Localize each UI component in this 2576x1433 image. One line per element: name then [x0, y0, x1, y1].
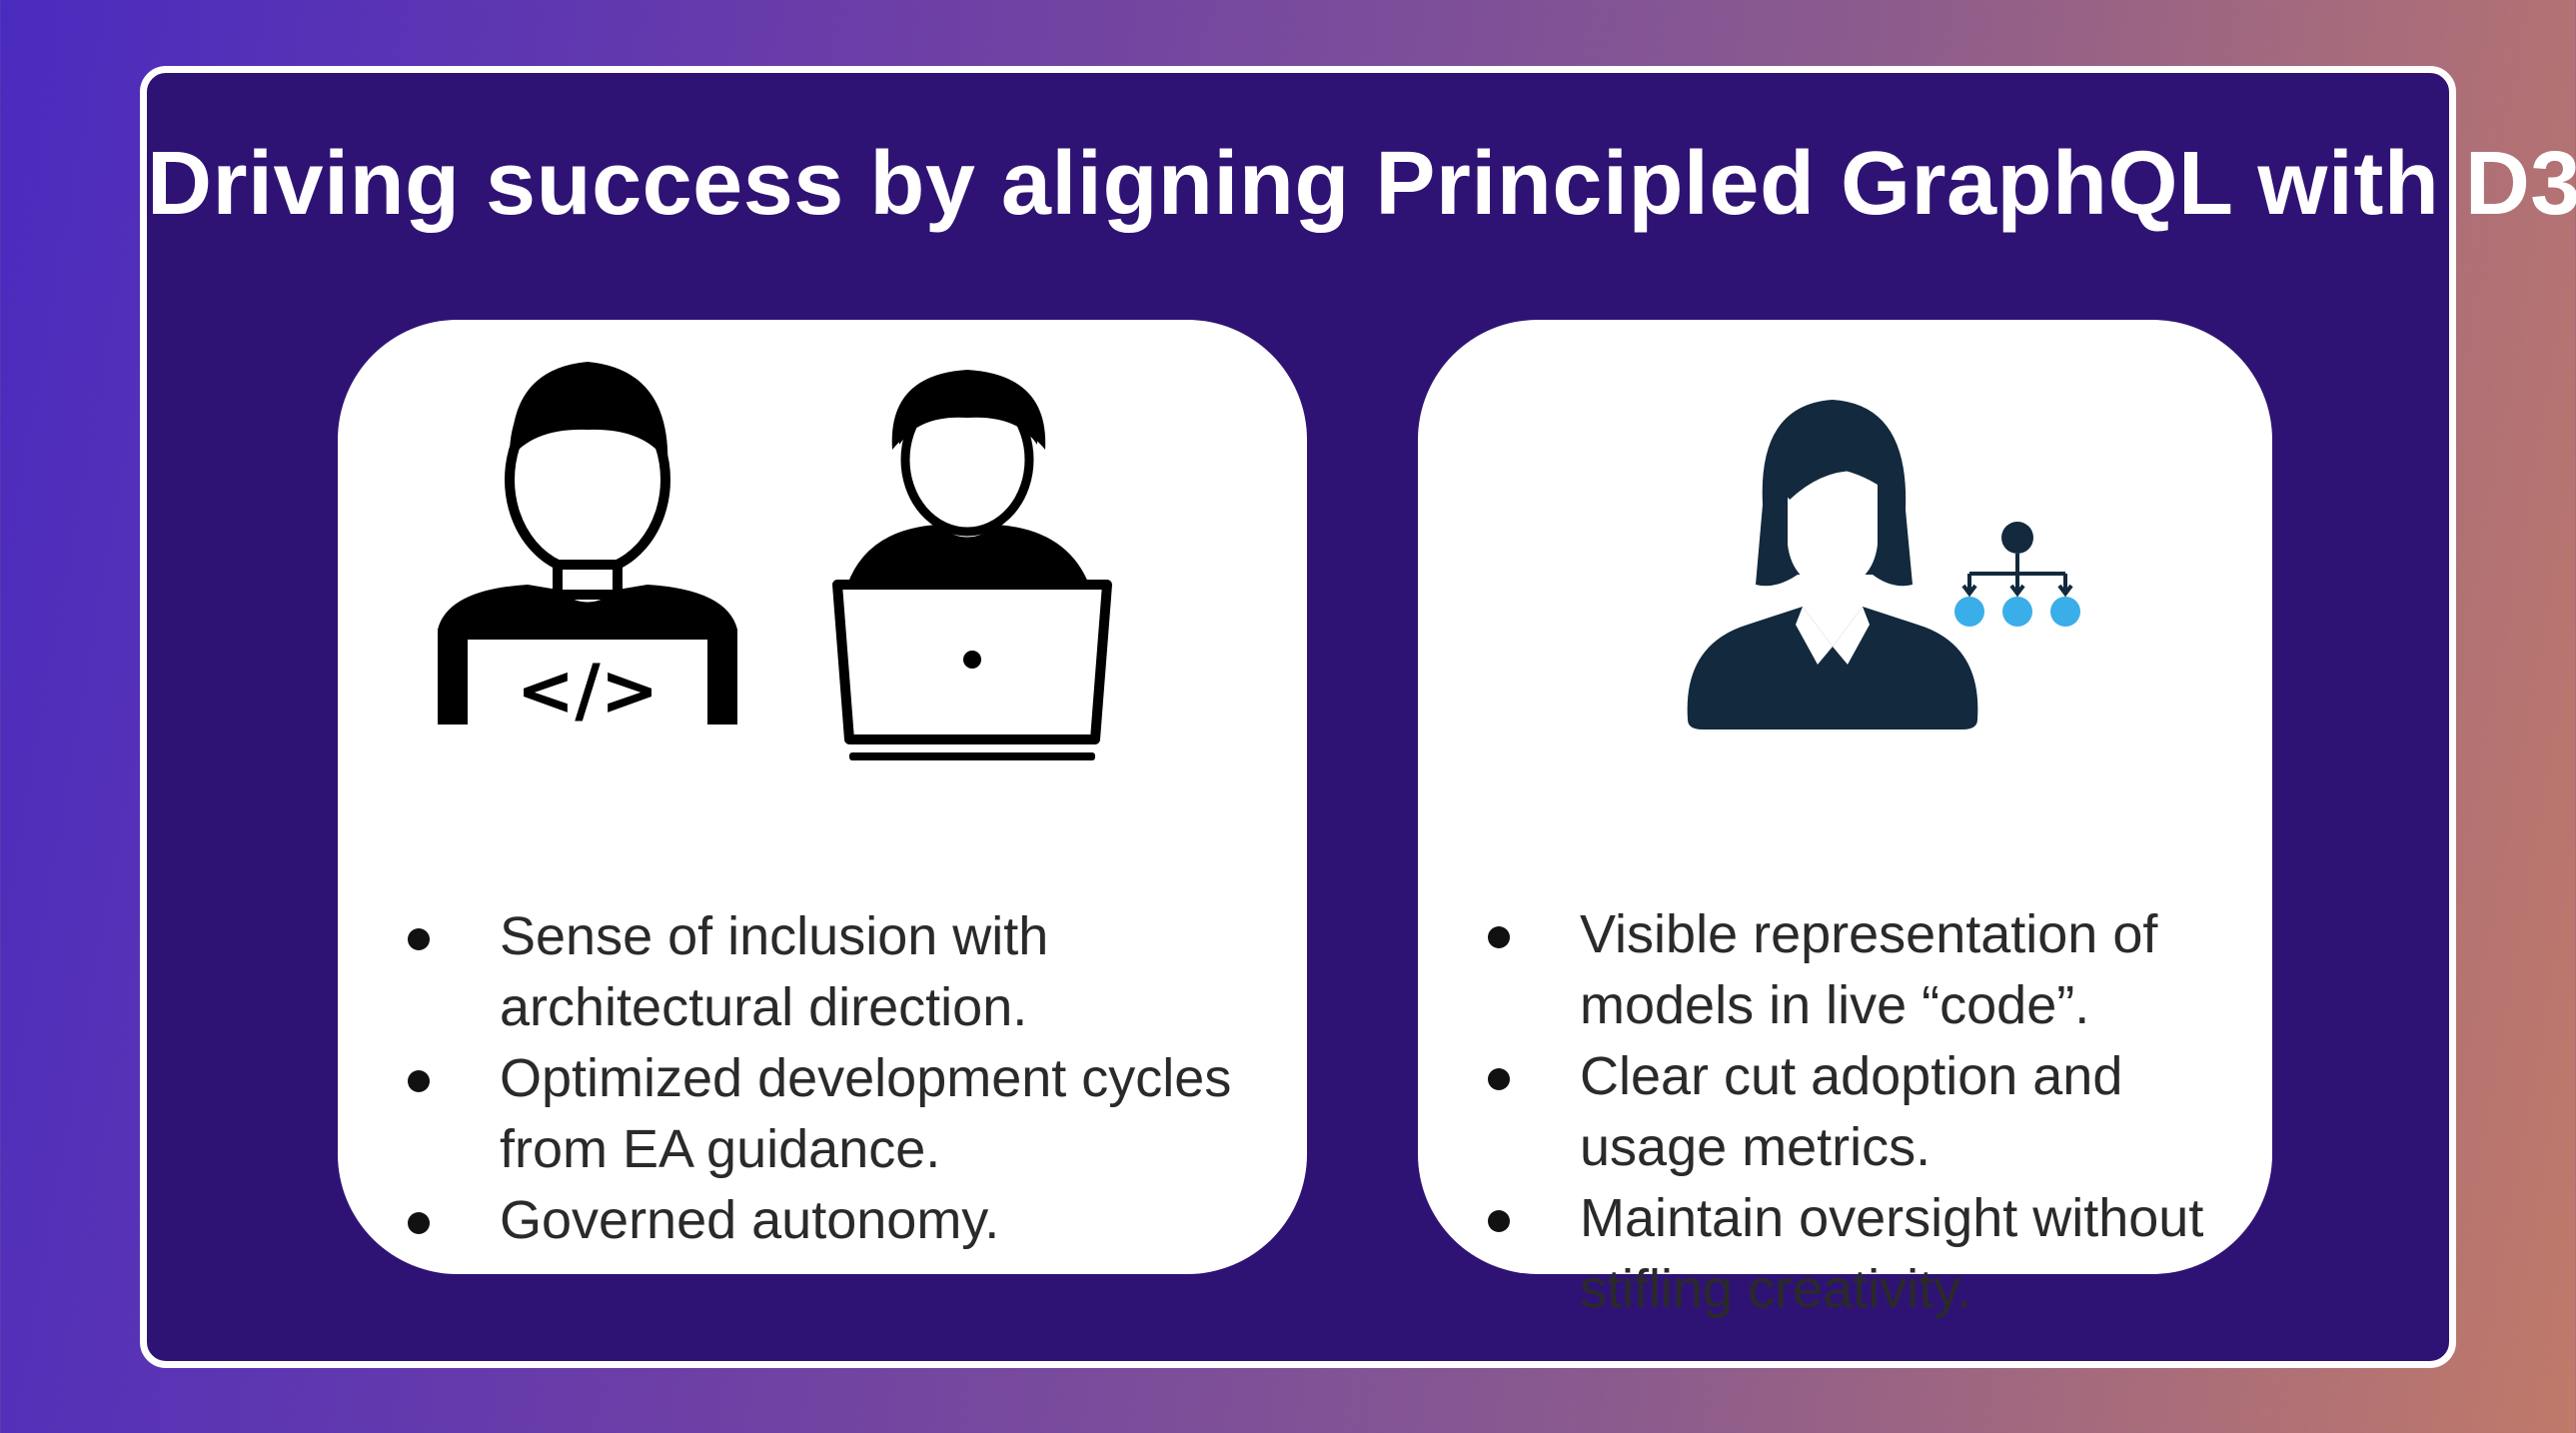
- list-item: Clear cut adoption and usage metrics.: [1488, 1041, 2267, 1183]
- bullet-dot-icon: [1488, 926, 1510, 948]
- bullet-dot-icon: [408, 928, 430, 950]
- list-item: Optimized development cycles from EA gui…: [408, 1043, 1287, 1185]
- bullet-text: Maintain oversight without stifling crea…: [1580, 1188, 2204, 1319]
- list-item: Visible representation of models in live…: [1488, 899, 2267, 1041]
- bullet-dot-icon: [408, 1070, 430, 1092]
- slide-panel: Driving success by aligning Principled G…: [140, 66, 2576, 1368]
- slide-title: Driving success by aligning Principled G…: [147, 134, 2576, 234]
- developer-coding-icon: </>: [438, 362, 737, 731]
- list-item: Sense of inclusion with architectural di…: [408, 901, 1287, 1043]
- list-item: Governed autonomy.: [408, 1185, 1287, 1256]
- hierarchy-diagram-icon: [1954, 522, 2080, 627]
- bullet-dot-icon: [408, 1212, 430, 1234]
- bullet-text: Visible representation of models in live…: [1580, 904, 2158, 1035]
- right-bullet-list: Visible representation of models in live…: [1488, 899, 2267, 1325]
- svg-text:</>: </>: [517, 650, 659, 731]
- right-card: Visible representation of models in live…: [1418, 320, 2272, 1319]
- left-card: </> Sense of inclusion with architectura…: [338, 320, 1307, 1274]
- bullet-text: Governed autonomy.: [500, 1190, 1000, 1250]
- bullet-dot-icon: [1488, 1210, 1510, 1232]
- bullet-text: Sense of inclusion with architectural di…: [500, 906, 1049, 1037]
- left-bullet-list: Sense of inclusion with architectural di…: [408, 901, 1287, 1256]
- businesswoman-icon: [1687, 400, 1978, 729]
- bullet-dot-icon: [1488, 1068, 1510, 1090]
- bullet-text: Clear cut adoption and usage metrics.: [1580, 1046, 2123, 1177]
- bullet-text: Optimized development cycles from EA gui…: [500, 1048, 1232, 1179]
- laptop-user-icon: [832, 370, 1112, 760]
- list-item: Maintain oversight without stifling crea…: [1488, 1183, 2267, 1325]
